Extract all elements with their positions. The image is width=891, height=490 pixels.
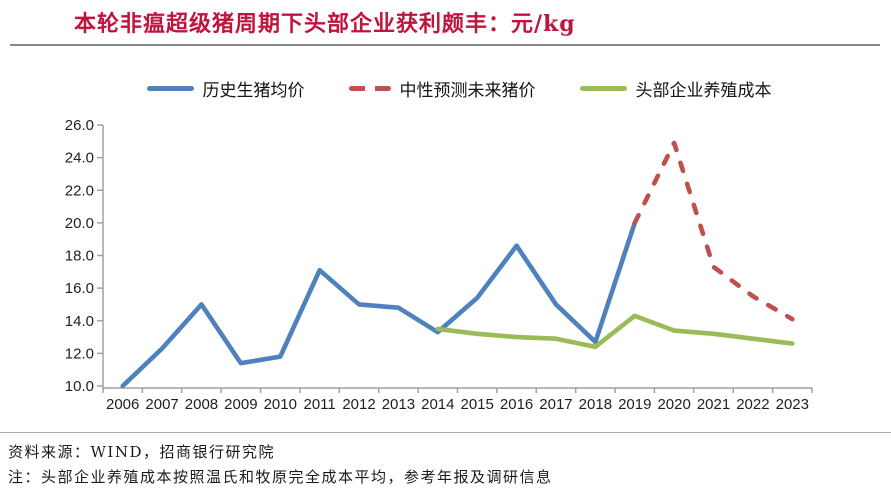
figure-title: 本轮非瘟超级猪周期下头部企业获利颇丰：元/kg [74, 11, 576, 37]
line-chart: 10.0 12.0 14.0 16.0 18.0 20.0 22.0 24.0 26.0 2006… [58, 108, 850, 424]
x-axis-label: 2021 [697, 396, 730, 413]
y-axis-label: 14.0 [65, 313, 94, 330]
legend-dashed-line-swatch [348, 86, 391, 91]
legend-item-breeding-cost: 头部企业养殖成本 [579, 76, 772, 101]
x-axis-label: 2017 [539, 396, 572, 413]
x-axis-label: 2019 [618, 396, 651, 413]
x-axis-label: 2012 [342, 396, 375, 413]
legend-label: 中性预测未来猪价 [399, 81, 536, 100]
x-axis-label: 2014 [421, 396, 454, 413]
method-note: 注：头部企业养殖成本按照温氏和牧原完全成本平均，参考年报及调研信息 [8, 468, 553, 486]
x-axis-label: 2009 [224, 396, 257, 413]
title-divider [10, 44, 880, 46]
y-axis-label: 12.0 [65, 345, 94, 362]
legend-label: 头部企业养殖成本 [635, 81, 772, 100]
x-axis-label: 2022 [736, 396, 769, 413]
chart-legend: 历史生猪均价 中性预测未来猪价 头部企业养殖成本 [103, 76, 815, 101]
x-axis-label: 2007 [145, 396, 178, 413]
legend-solid-line-swatch [579, 86, 627, 91]
legend-solid-line-swatch [146, 86, 194, 91]
series-historical-hog-price [120, 220, 638, 389]
x-axis-label: 2020 [657, 396, 690, 413]
legend-item-forecast-price: 中性预测未来猪价 [348, 76, 536, 101]
x-axis-label: 2010 [264, 396, 297, 413]
x-axis-label: 2016 [500, 396, 533, 413]
y-axis-label: 18.0 [65, 248, 94, 265]
y-axis-label: 10.0 [65, 378, 94, 395]
legend-item-historical-price: 历史生猪均价 [146, 76, 305, 101]
series-leading-firm-breeding-cost [435, 313, 795, 350]
x-axis-label: 2011 [304, 396, 336, 413]
line-chart-canvas: 10.0 12.0 14.0 16.0 18.0 20.0 22.0 24.0 26.0 2006… [65, 117, 813, 413]
x-axis-label: 2018 [579, 396, 612, 413]
footer-divider [0, 432, 891, 433]
x-axis-label: 2006 [106, 396, 139, 413]
legend-label: 历史生猪均价 [202, 81, 305, 100]
x-axis-label: 2013 [382, 396, 415, 413]
y-axis-label: 16.0 [65, 280, 94, 297]
x-axis-label: 2008 [185, 396, 218, 413]
y-axis-label: 24.0 [65, 150, 94, 167]
x-axis-label: 2015 [461, 396, 494, 413]
source-note: 资料来源：WIND，招商银行研究院 [8, 443, 275, 461]
y-axis-label: 20.0 [65, 215, 94, 232]
series-neutral-forecast-price [632, 140, 795, 322]
y-axis-label: 26.0 [65, 117, 94, 134]
x-axis-label: 2023 [776, 396, 809, 413]
y-axis-label: 22.0 [65, 182, 94, 199]
